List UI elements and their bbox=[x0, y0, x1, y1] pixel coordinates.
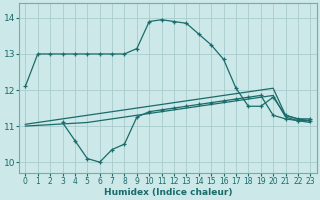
X-axis label: Humidex (Indice chaleur): Humidex (Indice chaleur) bbox=[104, 188, 232, 197]
